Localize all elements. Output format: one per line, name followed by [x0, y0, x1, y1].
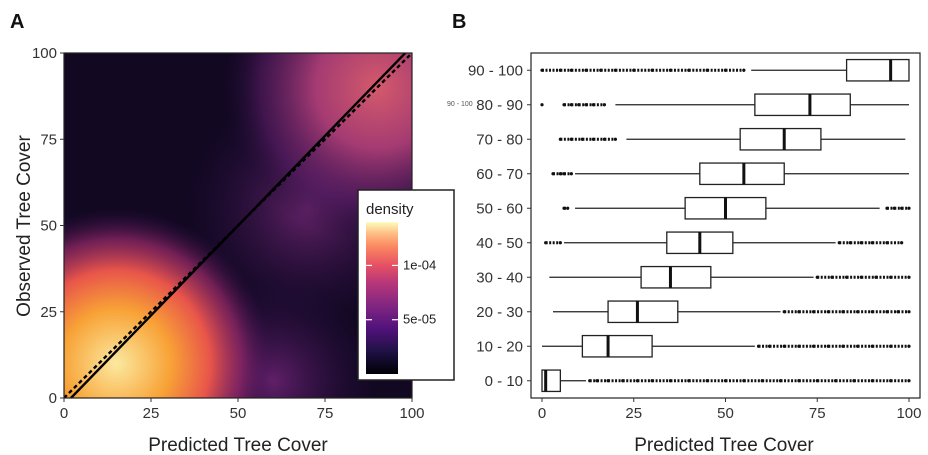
y-tick-label-a: 100	[32, 45, 57, 62]
y-tick-label-b: 20 - 30	[476, 304, 523, 321]
x-tick-label-b: 0	[538, 405, 546, 422]
overlap-label: 90 - 100	[447, 101, 473, 108]
legend-tick-label: 1e-04	[403, 257, 436, 272]
x-axis-title-b: Predicted Tree Cover	[634, 435, 814, 455]
y-axis-title-a: Observed Tree Cover	[14, 135, 35, 317]
identity-line	[64, 53, 412, 398]
x-tick-label-b: 75	[809, 405, 826, 422]
boxplot-80-90	[540, 93, 909, 117]
boxplot-20-30	[553, 300, 911, 324]
outlier-point	[907, 206, 911, 210]
y-tick-label-b: 60 - 70	[476, 166, 523, 183]
box-iqr	[607, 300, 679, 324]
x-tick-label-b: 100	[896, 405, 921, 422]
density-legend: density 1e-04 5e-05	[357, 189, 455, 381]
boxplot-40-50	[544, 231, 904, 255]
y-tick-label-a: 75	[40, 131, 57, 148]
x-tick-label-a: 0	[60, 405, 68, 422]
outlier-point	[907, 275, 911, 279]
y-tick-label-b: 0 - 10	[485, 373, 523, 390]
box-iqr	[845, 58, 910, 82]
outlier-point	[907, 310, 911, 314]
outlier-point	[907, 379, 911, 383]
x-tick-label-b: 25	[625, 405, 642, 422]
density-heatmap-panel: 0 25 50 75 100 0 25 50 75 100 Predicted Tree Cove…	[14, 45, 455, 455]
density-field	[64, 53, 412, 398]
y-tick-label-a: 25	[40, 304, 57, 321]
y-tick-label-b: 80 - 90	[476, 97, 523, 114]
outlier-point	[742, 68, 746, 72]
legend-tick-label: 5e-05	[403, 312, 436, 327]
x-tick-label-a: 75	[317, 405, 334, 422]
fit-lines	[64, 53, 412, 398]
y-tick-label-b: 90 - 100	[468, 62, 523, 79]
box-iqr	[739, 127, 822, 151]
boxplots	[540, 58, 911, 393]
y-tick-label-b: 50 - 60	[476, 200, 523, 217]
box-iqr	[699, 162, 785, 186]
boxplot-30-40	[549, 265, 911, 289]
outlier-point	[900, 241, 904, 245]
outlier-point	[540, 103, 544, 107]
legend-ticks: 1e-04 5e-05	[366, 257, 436, 327]
y-tick-label-b: 10 - 20	[476, 338, 523, 355]
boxplot-10-20	[542, 334, 911, 358]
boxplot-panel: 0 - 10 10 - 20 20 - 30 30 - 40 40 - 50 50 - 6…	[447, 52, 922, 455]
box-iqr	[640, 265, 712, 289]
x-tick-label-b: 50	[717, 405, 734, 422]
y-tick-label-b: 40 - 50	[476, 235, 523, 252]
y-tick-label-b: 30 - 40	[476, 269, 523, 286]
x-axis-title-a: Predicted Tree Cover	[148, 435, 328, 455]
boxplot-70-80	[558, 127, 906, 151]
panel-b-label: B	[452, 11, 466, 33]
boxplot-90-100	[540, 58, 910, 82]
boxplot-60-70	[551, 162, 909, 186]
y-tick-label-a: 0	[49, 390, 57, 407]
y-tick-label-b: 70 - 80	[476, 131, 523, 148]
panel-a-label: A	[10, 11, 24, 33]
axis-ticks-b: 0 - 10 10 - 20 20 - 30 30 - 40 40 - 50 50 - 6…	[468, 62, 922, 422]
boxplot-0-10	[541, 369, 911, 393]
box-iqr	[754, 93, 851, 117]
x-tick-label-a: 100	[399, 405, 424, 422]
legend-colorbar	[366, 222, 398, 374]
regression-line	[70, 53, 407, 398]
x-tick-label-a: 50	[230, 405, 247, 422]
outlier-point	[907, 344, 911, 348]
legend-title: density	[366, 201, 414, 218]
y-tick-label-a: 50	[40, 218, 57, 235]
x-tick-label-a: 25	[143, 405, 160, 422]
axis-ticks-a: 0 25 50 75 100 0 25 50 75 100	[32, 45, 425, 422]
boxplot-50-60	[562, 196, 911, 220]
box-iqr	[581, 334, 653, 358]
